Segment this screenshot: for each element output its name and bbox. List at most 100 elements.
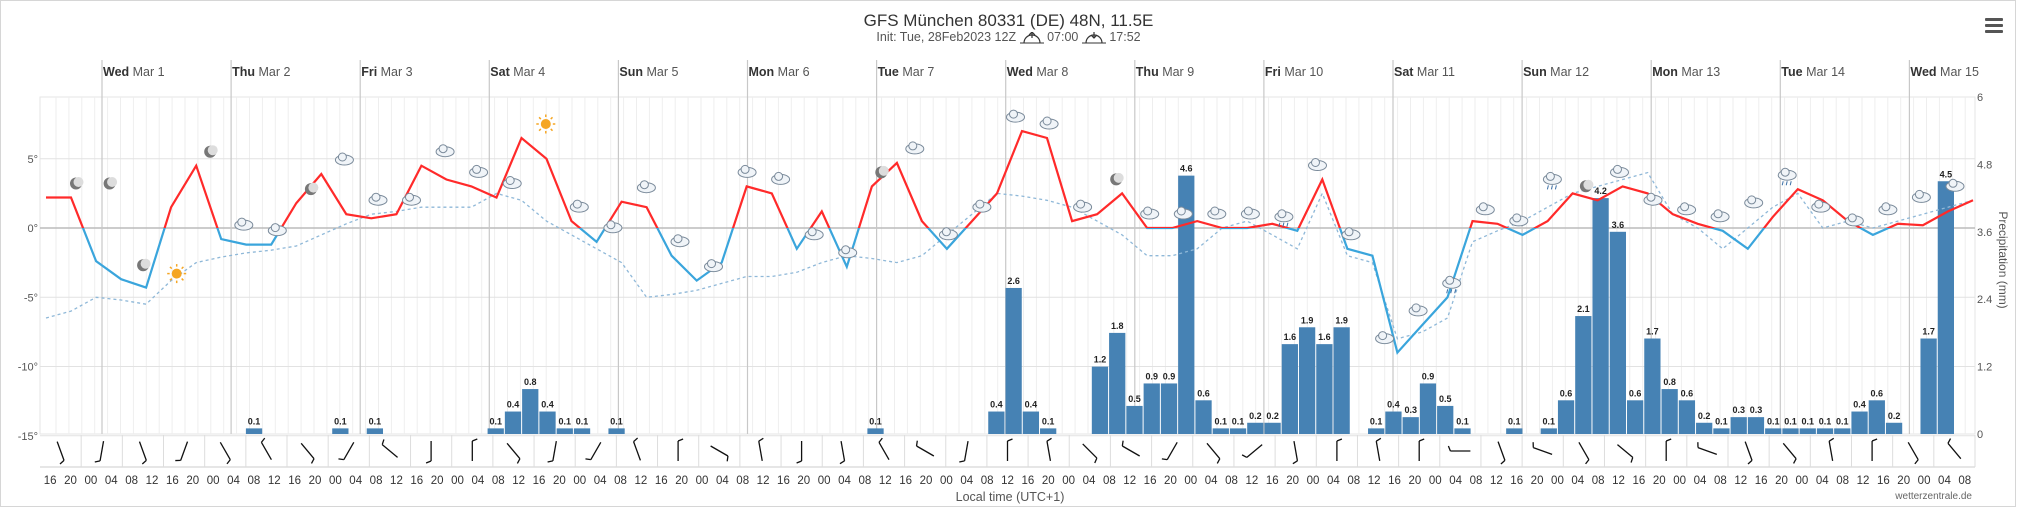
precip-bar	[1229, 428, 1247, 434]
cloud-icon	[1945, 178, 1965, 192]
precip-label: 0.3	[1750, 405, 1763, 415]
snow-icon	[1442, 275, 1462, 294]
precip-label: 1.9	[1335, 315, 1348, 325]
wind-shaft	[1907, 442, 1919, 460]
moon-shade	[308, 182, 319, 193]
hour-label: 12	[268, 475, 281, 487]
hour-label: 04	[1083, 475, 1096, 487]
right-tick-label: 3.6	[1977, 227, 1992, 239]
rain-icon	[1274, 209, 1294, 227]
cloud-puff	[1378, 331, 1388, 341]
cloud-icon	[1844, 213, 1864, 227]
cloud-puff	[1311, 158, 1320, 167]
cloud-icon	[234, 217, 254, 231]
wind-feather	[338, 458, 344, 461]
precip-label: 0.1	[1767, 416, 1780, 426]
precip-label: 0.1	[334, 416, 347, 426]
hour-label: 04	[1449, 475, 1462, 487]
wind-shaft	[916, 445, 935, 457]
snow-flake	[1446, 289, 1449, 294]
day-label: Wed Mar 1	[103, 65, 165, 79]
wind-shaft	[590, 442, 602, 460]
wind-shaft	[1578, 442, 1590, 460]
wind-feather	[726, 455, 729, 462]
day-label: Sat Mar 11	[1394, 65, 1455, 79]
wind-shaft	[1122, 445, 1140, 457]
hour-labels: 16 20 00 04 08 12 16 20 00 04 08 12 16 20 00 04 08 12 16 20…	[44, 475, 1971, 487]
precip-label: 1.7	[1922, 327, 1935, 337]
precip-bar	[556, 428, 573, 434]
hamburger-menu-icon[interactable]	[1985, 18, 2003, 34]
cloud-icon	[1643, 192, 1663, 206]
cloud-puff	[1411, 303, 1421, 313]
wind-shaft	[381, 444, 398, 458]
cloud-puff	[1445, 275, 1455, 285]
hour-label: 20	[1775, 475, 1788, 487]
rain-drop	[1278, 222, 1281, 227]
cloud-puff	[505, 176, 515, 185]
sunrise-icon	[1019, 31, 1044, 44]
wind-shaft	[1782, 442, 1797, 460]
precip-bar	[1782, 428, 1799, 434]
cloud-puff	[707, 259, 716, 269]
wind-feather	[1094, 457, 1098, 464]
cloud-puff	[975, 199, 985, 209]
moon-shade	[1113, 172, 1124, 183]
wind-feather	[472, 438, 478, 442]
wind-barb-icon	[1418, 438, 1425, 461]
precip-label: 0.1	[869, 416, 882, 426]
precip-bar	[1661, 389, 1678, 434]
precip-label: 0.9	[1422, 371, 1435, 381]
cloud-icon	[1911, 189, 1931, 203]
precip-bar	[1298, 327, 1316, 434]
precip-bar	[1402, 417, 1419, 434]
hour-label: 20	[1897, 475, 1910, 487]
moon-icon	[1579, 179, 1594, 193]
cloud-icon	[1140, 206, 1160, 220]
precip-label: 0.4	[541, 400, 554, 410]
wind-barb-icon	[1006, 438, 1013, 461]
cloud-puff	[1747, 195, 1757, 205]
cloud-puff	[1478, 202, 1488, 212]
hour-label: 04	[960, 475, 973, 487]
wind-feather	[1585, 459, 1590, 465]
precipitation-bars: 0.1 0.1 0.1 0.1 0.4 0.8 0.4 0.1 0.1 0.1 0.1 0.4 2.6 0…	[245, 164, 1954, 434]
precip-label: 0.1	[1456, 416, 1469, 426]
moon-shade	[140, 258, 151, 269]
hour-label: 20	[920, 475, 933, 487]
wind-barb-icon	[1578, 442, 1590, 465]
hour-label: 08	[247, 475, 260, 487]
hour-label: 20	[1042, 475, 1055, 487]
rain-drop	[1546, 185, 1549, 190]
wind-feather	[1447, 445, 1452, 452]
cloud-puff	[673, 234, 683, 244]
wind-barb-icon	[1292, 441, 1299, 465]
hour-label: 00	[1918, 475, 1931, 487]
hour-label: 04	[227, 475, 240, 487]
precip-bar	[1385, 411, 1402, 434]
hour-label: 12	[1246, 475, 1259, 487]
day-label: Tue Mar 7	[878, 65, 935, 79]
precip-bar	[366, 428, 384, 434]
hour-label: 20	[675, 475, 688, 487]
cloud-puff	[1344, 227, 1354, 237]
wind-barb-icon	[1947, 438, 1962, 460]
credit-label: wetterzentrale.de	[1894, 491, 1972, 502]
hour-label: 12	[512, 475, 525, 487]
cloud-icon	[1710, 209, 1730, 223]
chart-subtitle: Init: Tue, 28Feb2023 12Z 07:00 17:52	[0, 30, 2017, 44]
day-label: Mon Mar 6	[749, 65, 810, 79]
precip-label: 0.1	[1543, 416, 1556, 426]
init-time: Init: Tue, 28Feb2023 12Z	[876, 30, 1017, 44]
hour-label: 12	[1001, 475, 1014, 487]
wind-feather	[1292, 460, 1298, 465]
wind-shaft	[552, 441, 557, 461]
hour-label: 20	[309, 475, 322, 487]
precip-label: 0.6	[1681, 388, 1694, 398]
wind-barb-icon	[915, 440, 935, 457]
precip-bar	[1316, 344, 1333, 434]
precip-label: 1.7	[1646, 327, 1659, 337]
wind-shaft	[1497, 441, 1506, 461]
hour-label: 12	[1123, 475, 1136, 487]
